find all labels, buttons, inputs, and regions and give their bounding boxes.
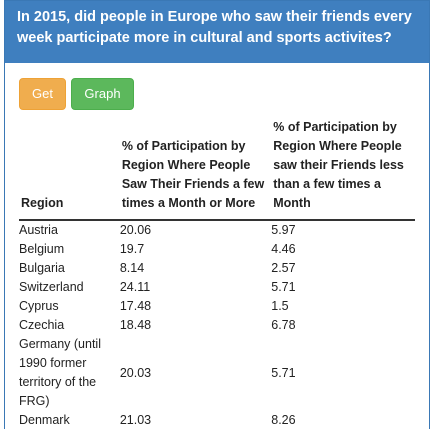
value-cell: 4.46: [271, 242, 296, 256]
region-cell: Denmark: [19, 413, 70, 427]
table-row: Cyprus 17.48 1.5: [19, 297, 415, 316]
value-cell: 19.7: [119, 242, 145, 256]
graph-button[interactable]: Graph: [71, 78, 134, 110]
table-header-row: Region % of Participation by Region Wher…: [19, 118, 415, 221]
value-cell: 24.11: [119, 280, 151, 294]
question-title: In 2015, did people in Europe who saw th…: [5, 1, 429, 63]
value-cell: 6.78: [271, 318, 296, 332]
value-cell: 1.5: [271, 299, 289, 313]
panel-body: Get Graph Region % of Participation by R…: [5, 63, 429, 429]
table-row: Austria 20.06 5.97: [19, 220, 415, 240]
button-bar: Get Graph: [19, 78, 415, 110]
region-cell: Bulgaria: [19, 261, 65, 275]
region-cell: Cyprus: [19, 299, 59, 313]
region-cell: Germany (until 1990 former territory of …: [19, 337, 101, 408]
value-cell: 18.48: [119, 318, 152, 332]
value-cell: 5.97: [271, 223, 296, 237]
question-panel: In 2015, did people in Europe who saw th…: [4, 0, 430, 429]
value-cell: 20.06: [119, 223, 152, 237]
table-row: Germany (until 1990 former territory of …: [19, 335, 415, 411]
column-header-few-times-month: % of Participation by Region Where Peopl…: [119, 118, 272, 221]
value-cell: 21.03: [119, 413, 152, 427]
value-cell: 17.48: [119, 299, 152, 313]
table-row: Switzerland 24.11 5.71: [19, 278, 415, 297]
column-header-less-than-few-times: % of Participation by Region Where Peopl…: [271, 118, 415, 221]
table-row: Czechia 18.48 6.78: [19, 316, 415, 335]
column-header-region: Region: [19, 118, 120, 221]
table-row: Denmark 21.03 8.26: [19, 411, 415, 429]
value-cell: 8.26: [271, 413, 296, 427]
table-row: Belgium 19.7 4.46: [19, 240, 415, 259]
value-cell: 5.71: [271, 280, 296, 294]
region-cell: Belgium: [19, 242, 65, 256]
participation-table: Region % of Participation by Region Wher…: [19, 118, 415, 429]
value-cell: 8.14: [119, 261, 145, 275]
region-cell: Switzerland: [19, 280, 84, 294]
region-cell: Czechia: [19, 318, 65, 332]
get-button[interactable]: Get: [19, 78, 66, 110]
value-cell: 20.03: [119, 365, 152, 380]
value-cell: 2.57: [271, 261, 296, 275]
region-cell: Austria: [19, 223, 58, 237]
value-cell: 5.71: [271, 365, 296, 380]
table-row: Bulgaria 8.14 2.57: [19, 259, 415, 278]
